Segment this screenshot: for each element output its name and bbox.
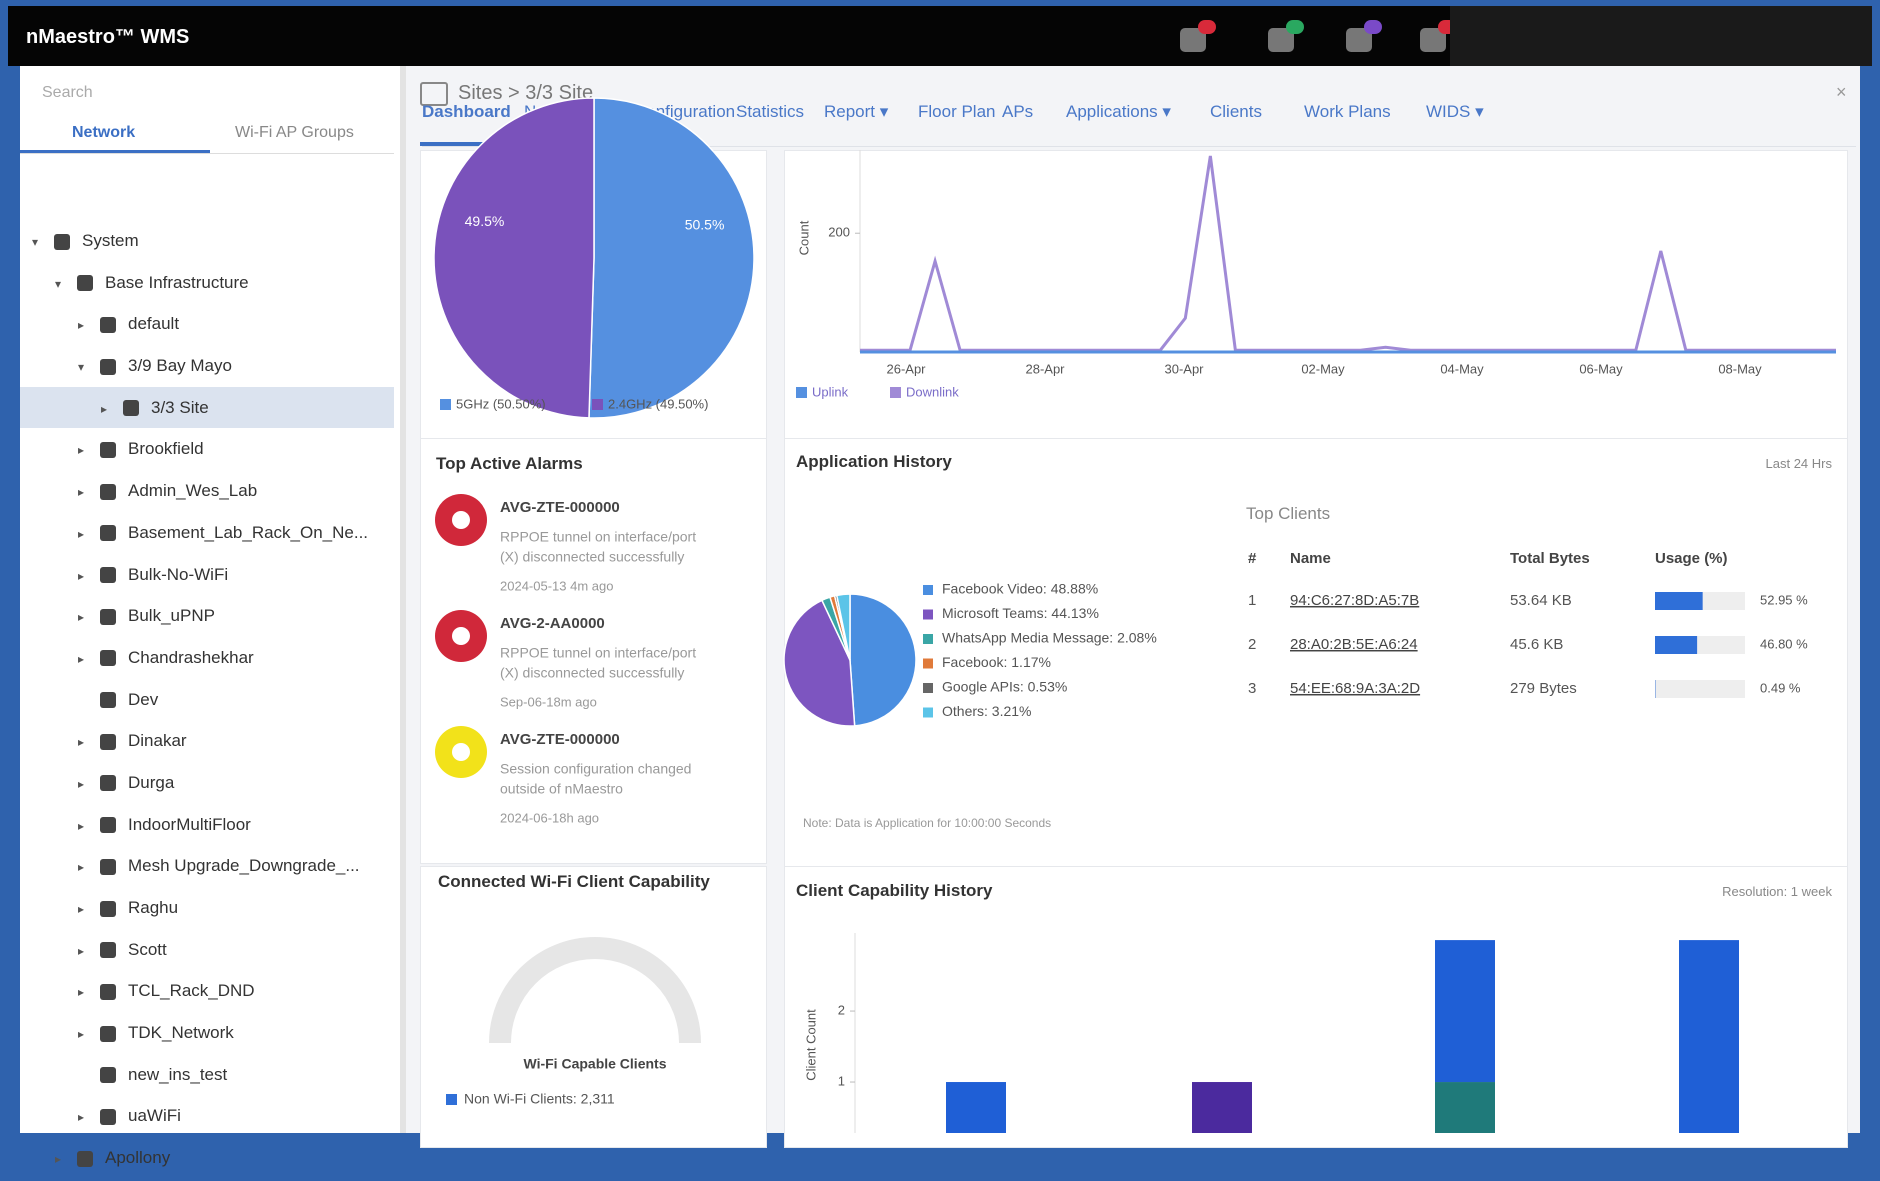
y-tick-label: 200 — [828, 225, 850, 240]
alarm-name: AVG-ZTE-000000 — [500, 731, 620, 748]
legend-swatch — [446, 1094, 457, 1105]
alarm-name: AVG-2-AA0000 — [500, 615, 605, 632]
alarm-text: outside of nMaestro — [500, 781, 623, 797]
legend-swatch — [923, 610, 933, 620]
legend-swatch — [890, 387, 901, 398]
bar — [1679, 940, 1739, 1133]
alarm-time: Sep-06-18m ago — [500, 694, 597, 709]
pie-slice — [434, 98, 594, 418]
legend-label: Non Wi-Fi Clients: 2,311 — [464, 1091, 615, 1107]
legend-swatch — [923, 708, 933, 718]
alarm-icon-inner — [452, 511, 470, 529]
slice-label: 49.5% — [465, 213, 505, 229]
usage-label: 52.95 % — [1760, 592, 1808, 607]
y-tick-label: 1 — [838, 1073, 845, 1088]
legend-swatch — [923, 585, 933, 595]
total-bytes: 53.64 KB — [1510, 592, 1572, 609]
legend-label: Others: 3.21% — [942, 703, 1032, 719]
x-tick-label: 02-May — [1301, 361, 1345, 376]
legend-label: 2.4GHz (49.50%) — [608, 396, 708, 411]
gauge-track — [500, 948, 690, 1043]
x-tick-label: 28-Apr — [1025, 361, 1065, 376]
table-header: Name — [1290, 550, 1331, 567]
slice-label: 50.5% — [685, 216, 725, 232]
gauge-label: Wi-Fi Capable Clients — [523, 1056, 666, 1072]
legend-label: Facebook Video: 48.88% — [942, 581, 1098, 597]
legend-swatch — [923, 683, 933, 693]
client-name: 28:A0:2B:5E:A6:24 — [1290, 636, 1418, 653]
bar — [946, 1082, 1006, 1133]
alarm-time: 2024-06-18h ago — [500, 810, 599, 825]
legend-swatch — [923, 634, 933, 644]
page: nMaestro™ WMS Search Network Wi-Fi AP Gr… — [0, 0, 1880, 1133]
legend-label: Downlink — [906, 384, 959, 399]
total-bytes: 279 Bytes — [1510, 680, 1577, 697]
tree-label: Apollony — [105, 1148, 170, 1167]
x-tick-label: 08-May — [1718, 361, 1762, 376]
alarm-icon-inner — [452, 627, 470, 645]
client-name: 94:C6:27:8D:A5:7B — [1290, 592, 1419, 609]
alarm-text: (X) disconnected successfully — [500, 549, 684, 565]
bar — [1192, 1082, 1252, 1133]
pie-slice — [850, 594, 916, 726]
legend-swatch — [923, 659, 933, 669]
legend-label: Uplink — [812, 384, 849, 399]
legend-label: WhatsApp Media Message: 2.08% — [942, 630, 1157, 646]
table-header: # — [1248, 550, 1257, 567]
alarm-text: Session configuration changed — [500, 761, 691, 777]
table-header: Total Bytes — [1510, 550, 1590, 567]
y-axis-label: Count — [796, 220, 811, 255]
alarm-text: RPPOE tunnel on interface/port — [500, 645, 696, 661]
alarm-text: RPPOE tunnel on interface/port — [500, 529, 696, 545]
line-series — [860, 156, 1836, 350]
usage-bar — [1655, 592, 1703, 610]
x-tick-label: 06-May — [1579, 361, 1623, 376]
x-tick-label: 04-May — [1440, 361, 1484, 376]
pie-slice — [589, 98, 754, 418]
table-header: Usage (%) — [1655, 550, 1728, 567]
usage-label: 0.49 % — [1760, 680, 1801, 695]
total-bytes: 45.6 KB — [1510, 636, 1563, 653]
y-axis-label: Client Count — [803, 1009, 818, 1081]
legend-swatch — [592, 399, 603, 410]
bar — [1435, 940, 1495, 1082]
legend-label: Facebook: 1.17% — [942, 654, 1051, 670]
bar — [1435, 1082, 1495, 1133]
rank: 2 — [1248, 636, 1256, 653]
legend-label: Microsoft Teams: 44.13% — [942, 605, 1099, 621]
tree-row[interactable]: ▸Apollony — [20, 1137, 394, 1179]
alarm-icon-inner — [452, 743, 470, 761]
usage-track — [1655, 680, 1745, 698]
legend-swatch — [440, 399, 451, 410]
x-tick-label: 30-Apr — [1164, 361, 1204, 376]
charts: 50.5%49.5%5GHz (50.50%)2.4GHz (49.50%)20… — [0, 0, 1880, 1133]
legend-label: Google APIs: 0.53% — [942, 679, 1067, 695]
alarm-text: (X) disconnected successfully — [500, 665, 684, 681]
rank: 3 — [1248, 680, 1256, 697]
usage-label: 46.80 % — [1760, 636, 1808, 651]
alarm-time: 2024-05-13 4m ago — [500, 578, 613, 593]
x-tick-label: 26-Apr — [886, 361, 926, 376]
rank: 1 — [1248, 592, 1256, 609]
legend-label: 5GHz (50.50%) — [456, 396, 546, 411]
y-tick-label: 2 — [838, 1003, 845, 1018]
alarm-name: AVG-ZTE-000000 — [500, 499, 620, 516]
client-name: 54:EE:68:9A:3A:2D — [1290, 680, 1420, 697]
legend-swatch — [796, 387, 807, 398]
usage-bar — [1655, 636, 1697, 654]
